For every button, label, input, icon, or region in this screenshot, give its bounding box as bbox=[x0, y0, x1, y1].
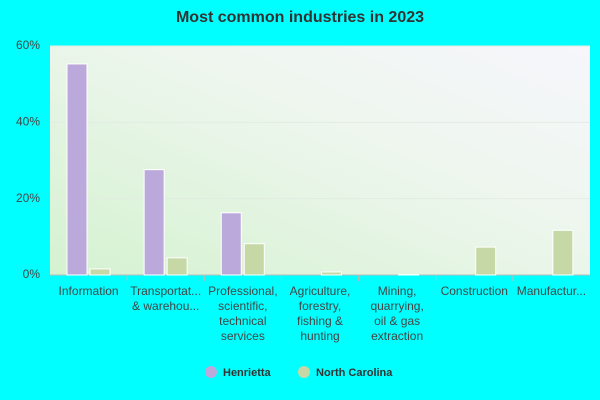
bar bbox=[320, 271, 342, 276]
legend-swatch bbox=[205, 366, 217, 378]
bar bbox=[166, 257, 188, 276]
x-tick-label: Information bbox=[59, 284, 119, 298]
legend-label: North Carolina bbox=[316, 367, 393, 379]
x-tick-label: Professional, scientific, technical service… bbox=[208, 284, 277, 343]
bar bbox=[89, 268, 111, 276]
bar bbox=[220, 212, 242, 276]
plot-area bbox=[50, 46, 590, 275]
x-tick-label: Construction bbox=[441, 284, 508, 298]
legend-swatch bbox=[298, 366, 310, 378]
y-tick-label: 60% bbox=[16, 38, 40, 52]
x-tick-label: Transportat... & warehou... bbox=[130, 284, 201, 313]
bar bbox=[243, 243, 265, 276]
bar bbox=[552, 229, 574, 276]
y-tick-label: 0% bbox=[23, 267, 41, 281]
y-tick-label: 20% bbox=[16, 191, 40, 205]
y-tick-label: 40% bbox=[16, 115, 40, 129]
bar bbox=[66, 63, 88, 276]
x-tick-label: Manufactur... bbox=[517, 284, 586, 298]
legend-label: Henrietta bbox=[223, 367, 272, 379]
x-tick-label: Agriculture, forestry, fishing & hunting bbox=[290, 284, 351, 343]
bar bbox=[475, 246, 497, 276]
chart-title: Most common industries in 2023 bbox=[176, 9, 424, 26]
x-tick-label: Mining, quarrying, oil & gas extraction bbox=[370, 284, 423, 343]
bar bbox=[143, 169, 165, 276]
